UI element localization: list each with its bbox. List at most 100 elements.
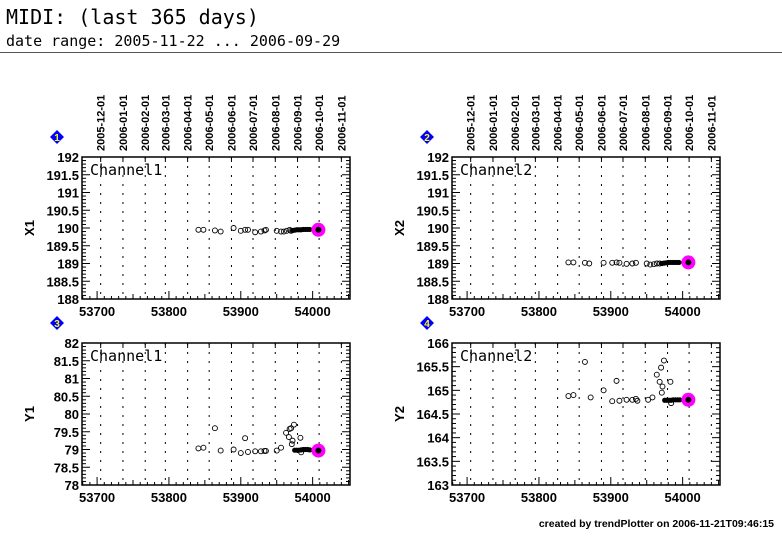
- data-point: [211, 227, 218, 234]
- data-point: [217, 228, 224, 235]
- recent-data-point: [676, 259, 682, 266]
- data-point: [643, 260, 650, 267]
- date-tick-label: 2006-11-01: [336, 95, 348, 151]
- date-tick-label: 2006-01-01: [488, 95, 500, 151]
- data-point: [609, 259, 616, 266]
- date-tick-label: 2006-03-01: [530, 95, 542, 151]
- x-tick-label: 54000: [295, 304, 331, 319]
- x-tick-label: 53700: [449, 304, 485, 319]
- data-point: [252, 229, 259, 236]
- y-tick-label: 81.5: [54, 354, 79, 369]
- y-tick-label: 192: [427, 150, 449, 165]
- data-point: [609, 398, 616, 405]
- data-point: [211, 425, 218, 432]
- y-tick-label: 189.5: [46, 239, 79, 254]
- y-tick-label: 191: [57, 186, 79, 201]
- y-tick-label: 188: [427, 292, 449, 307]
- y-tick-label: 191.5: [416, 168, 449, 183]
- data-point: [252, 448, 259, 455]
- y-axis-label: X1: [22, 220, 37, 236]
- data-point: [565, 393, 572, 399]
- y-tick-label: 189.5: [416, 239, 449, 254]
- y-tick-label: 191: [427, 186, 449, 201]
- data-point: [257, 228, 264, 235]
- data-point: [587, 394, 594, 401]
- date-tick-label: 2006-09-01: [293, 95, 305, 151]
- data-point: [581, 358, 588, 365]
- x-tick-label: 53800: [521, 490, 557, 505]
- data-point: [649, 394, 656, 401]
- date-tick-label: 2005-12-01: [96, 95, 108, 151]
- data-point: [632, 259, 639, 266]
- data-point: [570, 259, 577, 266]
- panel-2: 2005-12-01 2006-01-01 2006-02-01 2006-03-01…: [392, 95, 721, 319]
- header-divider: [0, 52, 782, 53]
- current-data-point: [315, 447, 322, 454]
- date-tick-label: 2006-03-01: [160, 95, 172, 151]
- channel-label: Channel1: [90, 347, 162, 365]
- date-tick-label: 2006-04-01: [553, 95, 565, 151]
- data-point: [273, 227, 280, 234]
- data-point: [242, 226, 249, 233]
- date-tick-label: 2006-09-01: [663, 95, 675, 151]
- date-tick-label: 2006-02-01: [510, 95, 522, 151]
- channel-label: Channel2: [460, 347, 532, 365]
- y-tick-label: 163.5: [416, 454, 449, 469]
- data-point: [200, 226, 207, 233]
- data-point: [289, 437, 296, 444]
- y-tick-label: 191.5: [46, 168, 79, 183]
- y-tick-label: 79: [65, 443, 79, 458]
- channel-label: Channel1: [90, 161, 162, 179]
- y-tick-label: 164.5: [416, 407, 449, 422]
- page-title: MIDI: (last 365 days): [6, 5, 259, 29]
- y-tick-label: 165: [427, 383, 449, 398]
- data-point: [230, 446, 237, 453]
- y-tick-label: 79.5: [54, 425, 79, 440]
- date-tick-label: 2006-01-01: [118, 95, 130, 151]
- x-tick-label: 54000: [665, 304, 701, 319]
- data-point: [600, 259, 607, 266]
- panel-badge-number: 1: [54, 133, 60, 144]
- data-point: [629, 260, 636, 267]
- panel-badge-icon: [420, 316, 434, 330]
- y-tick-label: 165.5: [416, 360, 449, 375]
- data-point: [242, 435, 249, 442]
- data-point: [273, 447, 280, 454]
- date-tick-label: 2006-07-01: [248, 95, 260, 151]
- y-tick-label: 163: [427, 478, 449, 493]
- y-tick-label: 189: [427, 257, 449, 272]
- current-data-point: [685, 396, 692, 403]
- data-point: [195, 445, 202, 452]
- x-tick-label: 53700: [79, 304, 115, 319]
- y-tick-label: 190.5: [416, 203, 449, 218]
- y-tick-label: 164: [427, 431, 449, 446]
- data-point: [237, 450, 244, 456]
- x-tick-label: 53900: [593, 490, 629, 505]
- date-tick-label: 2005-12-01: [466, 95, 478, 151]
- data-point: [586, 260, 593, 267]
- data-point: [262, 226, 269, 233]
- data-point: [288, 425, 295, 432]
- date-tick-label: 2006-10-01: [684, 95, 696, 151]
- date-tick-label: 2006-05-01: [204, 95, 216, 151]
- date-tick-label: 2006-11-01: [706, 95, 718, 151]
- data-point: [581, 259, 588, 266]
- date-tick-label: 2006-02-01: [140, 95, 152, 151]
- date-tick-label: 2006-06-01: [596, 95, 608, 151]
- y-axis-label: Y2: [392, 406, 407, 422]
- data-point: [230, 225, 237, 231]
- channel-label: Channel2: [460, 161, 532, 179]
- recent-data-point: [307, 447, 313, 453]
- x-tick-label: 53900: [223, 490, 259, 505]
- data-point: [278, 444, 284, 451]
- x-tick-label: 53800: [151, 490, 187, 505]
- y-tick-label: 190.5: [46, 203, 79, 218]
- data-point: [217, 447, 224, 454]
- data-point: [634, 397, 641, 404]
- data-point: [661, 357, 667, 364]
- data-point: [658, 389, 665, 396]
- x-tick-label: 54000: [295, 490, 331, 505]
- data-point: [570, 392, 577, 399]
